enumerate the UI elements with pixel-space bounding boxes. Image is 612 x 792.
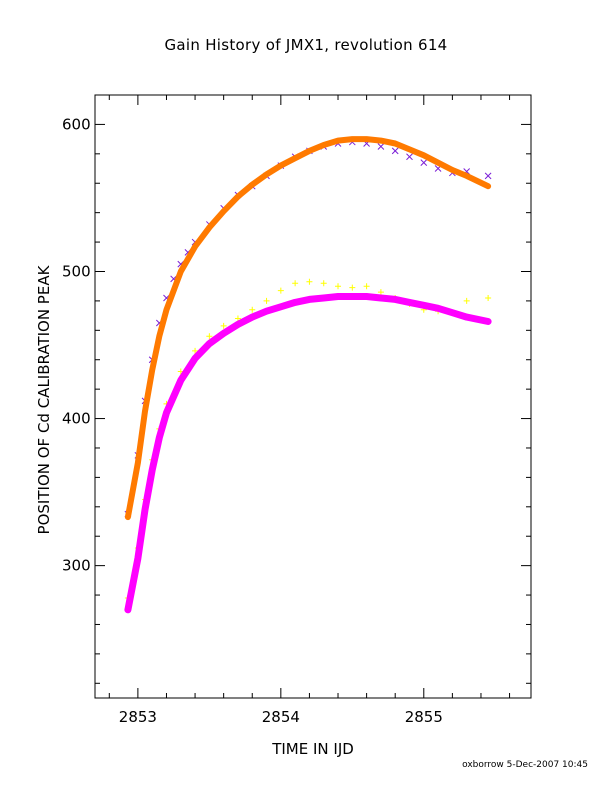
plot-layer (124, 136, 492, 614)
data-point (263, 297, 270, 304)
data-point (377, 289, 384, 296)
data-point (292, 280, 299, 287)
data-point (463, 297, 470, 304)
fit-line-3 (124, 293, 492, 614)
x-tick-label: 2855 (405, 708, 443, 726)
x-tick-label: 2854 (262, 708, 300, 726)
data-point (249, 306, 256, 313)
data-point (306, 278, 313, 285)
x-tick-label: 2853 (119, 708, 157, 726)
plot-frame (94, 94, 532, 699)
y-axis-label: POSITION OF Cd CALIBRATION PEAK (35, 265, 53, 535)
x-axis-label: TIME IN IJD (272, 740, 354, 758)
data-point (377, 143, 385, 150)
y-tick-label: 400 (62, 410, 91, 428)
data-point (206, 333, 213, 340)
data-point (349, 284, 356, 291)
data-point (192, 347, 199, 354)
axis-layer: 300 400 500 600 2853 2854 2855 (62, 94, 531, 726)
data-point (220, 322, 227, 329)
data-point (406, 153, 413, 161)
data-point (391, 147, 399, 155)
data-point (277, 287, 284, 294)
y-tick-label: 500 (62, 262, 91, 280)
chart-title: Gain History of JMX1, revolution 614 (164, 36, 448, 54)
data-point (320, 280, 327, 287)
data-point (420, 159, 428, 167)
fit-line-1 (124, 136, 492, 521)
data-point (363, 283, 370, 290)
data-point (335, 283, 342, 290)
data-point (484, 172, 492, 180)
y-tick-label: 300 (62, 557, 91, 575)
data-point (485, 294, 492, 301)
y-tick-label: 600 (62, 115, 91, 133)
footer-stamp: oxborrow 5-Dec-2007 10:45 (462, 760, 588, 770)
